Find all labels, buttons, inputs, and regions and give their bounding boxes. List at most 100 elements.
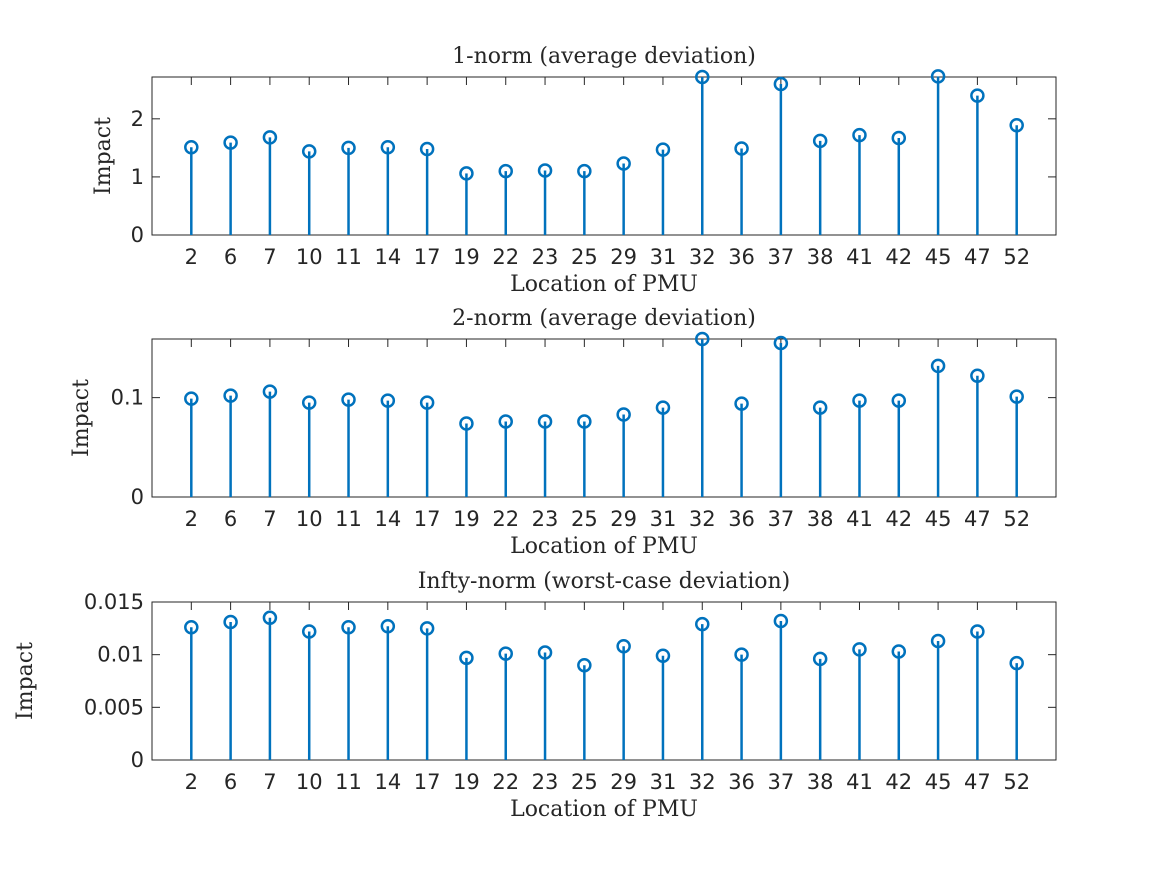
y-tick-label: 0 bbox=[131, 748, 144, 772]
stem-marker bbox=[262, 130, 278, 145]
chart-title: 1-norm (average deviation) bbox=[452, 44, 756, 69]
stem-marker bbox=[498, 163, 513, 179]
y-axis-label: Impact bbox=[91, 117, 116, 195]
stem-marker bbox=[498, 646, 513, 661]
x-tick-label: 47 bbox=[964, 770, 991, 794]
x-tick-label: 52 bbox=[1003, 245, 1030, 269]
x-tick-label: 45 bbox=[925, 245, 952, 269]
subplot-2: 2-norm (average deviation) 2 6 7 10 11 14 17 19 2… bbox=[69, 306, 1057, 559]
stem-marker bbox=[223, 135, 238, 150]
x-tick-label: 14 bbox=[374, 770, 401, 794]
x-tick-label: 19 bbox=[453, 770, 480, 794]
stem-marker bbox=[341, 140, 356, 156]
x-tick-label: 14 bbox=[374, 507, 401, 531]
x-tick-label: 37 bbox=[768, 770, 795, 794]
x-tick-label: 38 bbox=[807, 245, 834, 269]
x-tick-label: 22 bbox=[492, 507, 519, 531]
stem-marker bbox=[537, 645, 553, 660]
stem-marker bbox=[695, 331, 710, 347]
x-tick-label: 11 bbox=[335, 770, 362, 794]
stem-marker bbox=[616, 407, 631, 422]
x-tick-label: 29 bbox=[610, 770, 637, 794]
x-tick-label: 7 bbox=[263, 507, 276, 531]
stem-marker bbox=[734, 396, 749, 411]
stem-marker bbox=[301, 144, 317, 159]
x-tick-label: 19 bbox=[453, 507, 480, 531]
y-tick-label: 1 bbox=[131, 165, 144, 189]
x-axis-label: Location of PMU bbox=[510, 797, 698, 822]
x-tick-label: 32 bbox=[689, 245, 716, 269]
x-tick-label: 11 bbox=[335, 507, 362, 531]
stem-marker bbox=[970, 624, 985, 639]
axes-frame bbox=[151, 601, 1057, 761]
x-tick-label: 31 bbox=[650, 507, 677, 531]
x-tick-label: 7 bbox=[263, 770, 276, 794]
stem-marker bbox=[184, 140, 199, 155]
stem-marker bbox=[812, 400, 828, 415]
stem-marker bbox=[577, 657, 592, 673]
x-tick-label: 17 bbox=[414, 770, 441, 794]
x-tick-label: 31 bbox=[650, 245, 677, 269]
stem-marker bbox=[380, 618, 396, 634]
x-tick-label: 23 bbox=[532, 770, 559, 794]
subplot-3: Infty-norm (worst-case deviation) 2 6 7 10 11… bbox=[13, 569, 1057, 822]
x-tick-label: 25 bbox=[571, 245, 598, 269]
stem-marker bbox=[616, 638, 631, 654]
x-tick-label: 38 bbox=[807, 507, 834, 531]
stem-marker bbox=[891, 130, 907, 146]
stem-marker bbox=[223, 388, 238, 403]
stem-marker bbox=[537, 414, 553, 429]
axes-frame bbox=[151, 76, 1057, 236]
stem-marker bbox=[970, 368, 985, 384]
stem-marker bbox=[655, 400, 671, 415]
x-tick-label: 23 bbox=[532, 507, 559, 531]
stem-marker bbox=[301, 624, 317, 639]
x-tick-label: 19 bbox=[453, 245, 480, 269]
x-tick-label: 42 bbox=[885, 507, 912, 531]
x-tick-label: 14 bbox=[374, 245, 401, 269]
x-tick-label: 41 bbox=[846, 245, 873, 269]
stem-marker bbox=[773, 335, 789, 351]
x-tick-label: 47 bbox=[964, 507, 991, 531]
x-tick-label: 6 bbox=[224, 245, 237, 269]
y-tick-label: 0.1 bbox=[111, 386, 144, 410]
stem-marker bbox=[262, 610, 278, 626]
x-tick-label: 29 bbox=[610, 507, 637, 531]
x-tick-label: 6 bbox=[224, 507, 237, 531]
y-tick-label: 0 bbox=[131, 223, 144, 247]
x-tick-label: 10 bbox=[296, 507, 323, 531]
stem-marker bbox=[930, 358, 946, 374]
chart-title: 2-norm (average deviation) bbox=[452, 306, 756, 331]
stem-marker bbox=[380, 140, 396, 155]
stem-marker bbox=[419, 141, 435, 157]
stem-marker bbox=[616, 156, 631, 171]
x-tick-label: 41 bbox=[846, 770, 873, 794]
stem-marker bbox=[380, 393, 396, 408]
stem-marker bbox=[262, 384, 278, 399]
x-tick-label: 37 bbox=[768, 507, 795, 531]
x-tick-label: 22 bbox=[492, 770, 519, 794]
x-tick-label: 38 bbox=[807, 770, 834, 794]
stem-marker bbox=[459, 166, 474, 181]
stem-marker bbox=[852, 127, 867, 143]
stem-marker bbox=[498, 414, 513, 429]
stem-marker bbox=[773, 76, 789, 92]
x-tick-label: 42 bbox=[885, 770, 912, 794]
stem-marker bbox=[852, 642, 867, 657]
x-tick-label: 52 bbox=[1003, 770, 1030, 794]
x-tick-label: 41 bbox=[846, 507, 873, 531]
x-tick-label: 36 bbox=[728, 770, 755, 794]
stem-marker bbox=[734, 647, 749, 662]
axes-frame bbox=[151, 338, 1057, 498]
stem-marker bbox=[891, 644, 907, 659]
x-axis-label: Location of PMU bbox=[510, 272, 698, 297]
stem-marker bbox=[577, 163, 592, 179]
x-axis-label: Location of PMU bbox=[510, 534, 698, 559]
stem-marker bbox=[1009, 389, 1024, 404]
x-tick-label: 31 bbox=[650, 770, 677, 794]
x-tick-label: 45 bbox=[925, 507, 952, 531]
stem-marker bbox=[773, 613, 789, 629]
stem-marker bbox=[301, 395, 317, 410]
x-tick-label: 10 bbox=[296, 245, 323, 269]
